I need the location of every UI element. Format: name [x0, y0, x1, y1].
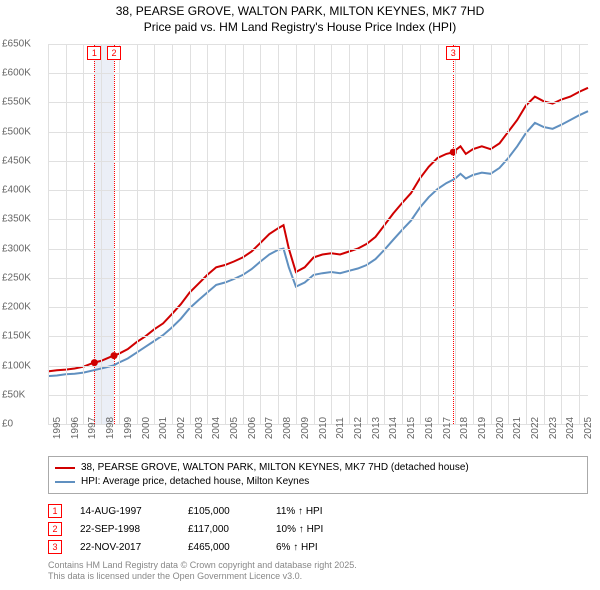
- sale-index: 1: [48, 504, 62, 518]
- x-axis-label: 2022: [530, 417, 541, 439]
- x-axis-label: 2025: [583, 417, 594, 439]
- title-line-1: 38, PEARSE GROVE, WALTON PARK, MILTON KE…: [0, 4, 600, 20]
- title-line-2: Price paid vs. HM Land Registry's House …: [0, 20, 600, 36]
- x-axis-label: 1995: [52, 417, 63, 439]
- x-axis-label: 2004: [211, 417, 222, 439]
- x-axis-label: 2013: [371, 417, 382, 439]
- legend-row-subject: 38, PEARSE GROVE, WALTON PARK, MILTON KE…: [55, 461, 581, 475]
- x-axis-label: 2006: [247, 417, 258, 439]
- footer-line-2: This data is licensed under the Open Gov…: [48, 571, 357, 582]
- sale-row: 2 22-SEP-1998 £117,000 10% ↑ HPI: [48, 520, 356, 538]
- sale-row: 1 14-AUG-1997 £105,000 11% ↑ HPI: [48, 502, 356, 520]
- footer-line-1: Contains HM Land Registry data © Crown c…: [48, 560, 357, 571]
- legend: 38, PEARSE GROVE, WALTON PARK, MILTON KE…: [48, 456, 588, 494]
- sale-pct: 6% ↑ HPI: [276, 542, 356, 553]
- y-axis-label: £650K: [2, 39, 31, 50]
- plot-area: 12 3: [48, 44, 588, 424]
- x-axis-label: 2011: [335, 417, 346, 439]
- sale-index: 2: [48, 522, 62, 536]
- y-axis-label: £600K: [2, 68, 31, 79]
- sale-price: £105,000: [188, 506, 258, 517]
- chart-title: 38, PEARSE GROVE, WALTON PARK, MILTON KE…: [0, 0, 600, 35]
- x-axis-label: 2002: [176, 417, 187, 439]
- sale-date: 14-AUG-1997: [80, 506, 170, 517]
- x-axis-label: 1997: [87, 417, 98, 439]
- sale-price: £117,000: [188, 524, 258, 535]
- legend-label-subject: 38, PEARSE GROVE, WALTON PARK, MILTON KE…: [81, 461, 469, 475]
- legend-label-hpi: HPI: Average price, detached house, Milt…: [81, 475, 309, 489]
- x-axis-label: 2009: [300, 417, 311, 439]
- plot-svg: [48, 44, 588, 424]
- x-axis-label: 2016: [424, 417, 435, 439]
- sale-price: £465,000: [188, 542, 258, 553]
- y-axis-label: £350K: [2, 214, 31, 225]
- y-axis-label: £50K: [2, 389, 25, 400]
- x-axis-label: 2018: [459, 417, 470, 439]
- sale-date: 22-NOV-2017: [80, 542, 170, 553]
- y-axis-label: £100K: [2, 360, 31, 371]
- x-axis-label: 1996: [70, 417, 81, 439]
- x-axis-label: 2020: [495, 417, 506, 439]
- x-axis-label: 2017: [442, 417, 453, 439]
- y-axis-label: £150K: [2, 331, 31, 342]
- x-axis-label: 2014: [388, 417, 399, 439]
- x-axis-label: 2000: [141, 417, 152, 439]
- x-axis-label: 2003: [194, 417, 205, 439]
- footer: Contains HM Land Registry data © Crown c…: [48, 560, 357, 582]
- y-axis-label: £0: [2, 419, 13, 430]
- series-subject: [48, 88, 588, 372]
- legend-swatch-subject: [55, 467, 75, 469]
- x-axis-label: 2019: [477, 417, 488, 439]
- x-axis-label: 2015: [406, 417, 417, 439]
- sale-marker: 1: [87, 46, 101, 60]
- y-axis-label: £450K: [2, 155, 31, 166]
- y-axis-label: £500K: [2, 126, 31, 137]
- legend-swatch-hpi: [55, 481, 75, 483]
- y-axis-label: £300K: [2, 243, 31, 254]
- sale-marker: 2: [107, 46, 121, 60]
- sale-pct: 10% ↑ HPI: [276, 524, 356, 535]
- sale-index: 3: [48, 540, 62, 554]
- sale-date: 22-SEP-1998: [80, 524, 170, 535]
- sales-table: 1 14-AUG-1997 £105,000 11% ↑ HPI 2 22-SEP-199…: [48, 502, 356, 556]
- x-axis-label: 2024: [565, 417, 576, 439]
- x-axis-label: 2008: [282, 417, 293, 439]
- x-axis-label: 2012: [353, 417, 364, 439]
- sale-marker: 3: [446, 46, 460, 60]
- x-axis-label: 2021: [512, 417, 523, 439]
- x-axis-label: 2005: [229, 417, 240, 439]
- x-axis-label: 1999: [123, 417, 134, 439]
- x-axis-label: 2007: [264, 417, 275, 439]
- y-axis-label: £250K: [2, 272, 31, 283]
- x-axis-label: 2023: [548, 417, 559, 439]
- y-axis-label: £400K: [2, 185, 31, 196]
- sale-pct: 11% ↑ HPI: [276, 506, 356, 517]
- legend-row-hpi: HPI: Average price, detached house, Milt…: [55, 475, 581, 489]
- x-axis-label: 2001: [158, 417, 169, 439]
- y-axis-label: £550K: [2, 97, 31, 108]
- chart-container: 38, PEARSE GROVE, WALTON PARK, MILTON KE…: [0, 0, 600, 590]
- y-axis-label: £200K: [2, 302, 31, 313]
- x-axis-label: 2010: [318, 417, 329, 439]
- sale-row: 3 22-NOV-2017 £465,000 6% ↑ HPI: [48, 538, 356, 556]
- x-axis-label: 1998: [105, 417, 116, 439]
